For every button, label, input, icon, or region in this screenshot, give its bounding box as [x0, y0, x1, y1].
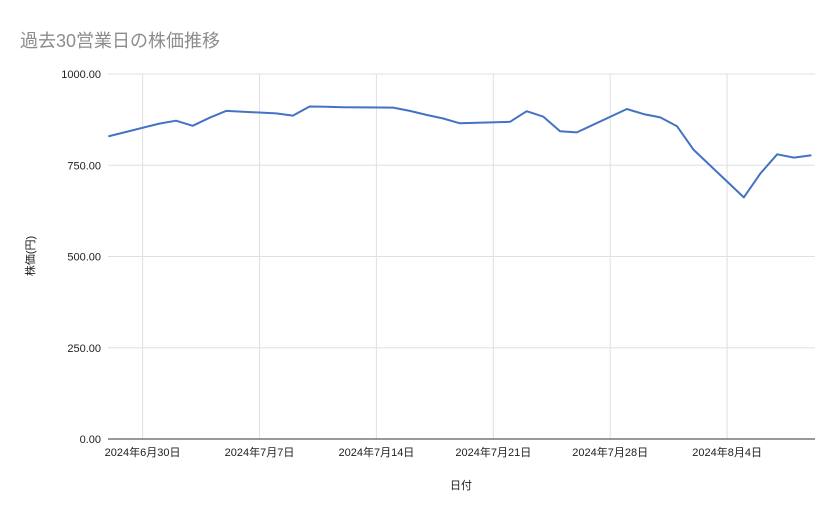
- y-tick-label: 750.00: [67, 160, 101, 172]
- x-tick-label: 2024年8月4日: [692, 445, 762, 459]
- x-tick-label: 2024年7月28日: [572, 445, 648, 459]
- x-tick-label: 2024年7月21日: [455, 445, 531, 459]
- x-tick-label: 2024年6月30日: [105, 445, 181, 459]
- chart-title: 過去30営業日の株価推移: [20, 31, 221, 51]
- y-tick-label: 500.00: [67, 252, 101, 264]
- x-tick-label: 2024年7月14日: [338, 445, 414, 459]
- x-tick-label: 2024年7月7日: [225, 445, 295, 459]
- x-axis-title: 日付: [450, 480, 472, 492]
- y-tick-label: 250.00: [67, 343, 101, 355]
- y-tick-label: 1000.00: [61, 69, 101, 81]
- price-line: [108, 105, 812, 199]
- y-tick-label: 0.00: [80, 434, 101, 446]
